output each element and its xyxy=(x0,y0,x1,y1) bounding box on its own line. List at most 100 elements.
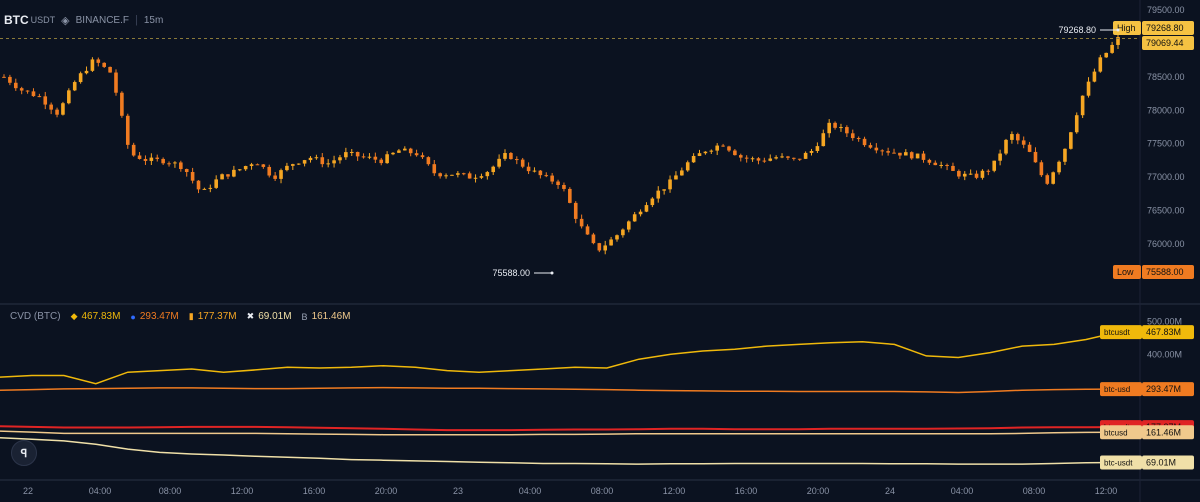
candle-body xyxy=(756,158,761,161)
cvd-name-tag: btc-usdt xyxy=(1104,459,1133,468)
candle-body xyxy=(1021,140,1026,145)
candle-body xyxy=(621,229,625,236)
cvd-value-tag-bg xyxy=(1142,325,1194,340)
candle-body xyxy=(962,173,967,177)
candle-body xyxy=(626,221,631,230)
candle-body xyxy=(839,127,843,129)
candle-body xyxy=(479,176,484,178)
candle-body xyxy=(414,153,419,156)
candle-body xyxy=(332,160,336,164)
cvd-value-tag: 293.47M xyxy=(1146,384,1181,394)
candle-body xyxy=(296,163,301,165)
candle-body xyxy=(49,104,53,110)
candle-body xyxy=(980,170,985,178)
candle-body xyxy=(709,150,714,152)
candle-body xyxy=(497,158,501,167)
candle-body xyxy=(780,156,784,158)
candle-body xyxy=(326,163,330,165)
candle-body xyxy=(509,153,513,160)
candle-body xyxy=(190,171,195,181)
high-callout-label: 79268.80 xyxy=(1058,25,1096,35)
candle-body xyxy=(179,162,183,170)
candle-body xyxy=(267,166,272,176)
candle-body xyxy=(951,165,955,171)
candle-body xyxy=(750,158,755,160)
candle-body xyxy=(391,152,395,155)
time-tick-label: 04:00 xyxy=(89,486,112,496)
candle-body xyxy=(1063,148,1067,162)
candle-body xyxy=(615,235,619,240)
cvd-name-tag-bg xyxy=(1100,425,1142,440)
candle-body xyxy=(632,214,637,222)
candle-body xyxy=(149,157,154,161)
candle-body xyxy=(72,82,77,91)
symbol-header[interactable]: BTC USDT ◈ BINANCE.F | 15m xyxy=(4,13,163,27)
candle-body xyxy=(373,156,378,160)
cvd-line-btc-usdt xyxy=(0,436,1119,465)
candle-body xyxy=(196,180,201,190)
time-tick-label: 12:00 xyxy=(231,486,254,496)
candle-body xyxy=(13,82,18,89)
price-tags: High 79268.80 79069.44 Low 75588.00 79268.80 7… xyxy=(0,21,1194,470)
cvd-legend[interactable]: CVD (BTC) ◆ 467.83M ● 293.47M ▮ 177.37M … xyxy=(10,311,350,322)
candle-body xyxy=(568,188,572,203)
candle-body xyxy=(285,165,289,171)
low-label-tag-bg xyxy=(1113,265,1141,279)
high-value-tag: 79268.80 xyxy=(1146,23,1184,33)
time-tick-label: 16:00 xyxy=(303,486,326,496)
candle-body xyxy=(385,154,389,164)
candle-body xyxy=(886,151,890,153)
candle-body xyxy=(67,90,71,104)
candle-body xyxy=(184,169,189,172)
cvd-value: 69.01M xyxy=(258,311,292,322)
time-tick-label: 08:00 xyxy=(591,486,614,496)
candle-body xyxy=(1057,161,1061,173)
cvd-name-tag: btcusd xyxy=(1104,428,1128,437)
candle-body xyxy=(338,157,342,161)
candle-body xyxy=(43,96,48,105)
candle-body xyxy=(591,234,596,244)
binance-icon: ◆ xyxy=(70,311,78,321)
candle-body xyxy=(355,151,360,157)
candle-body xyxy=(668,179,672,190)
candle-body xyxy=(809,151,814,153)
candle-body xyxy=(1010,134,1014,140)
okx-icon: ✖ xyxy=(246,311,255,321)
cvd-line-btc-usd xyxy=(0,386,1119,394)
candle-body xyxy=(456,173,460,175)
time-tick-label: 08:00 xyxy=(159,486,182,496)
candle-body xyxy=(467,173,472,179)
candle-body xyxy=(1039,162,1044,176)
candle-body xyxy=(597,243,602,251)
candle-body xyxy=(61,103,65,115)
candle-body xyxy=(90,59,95,71)
candle-body xyxy=(727,146,731,151)
candle-body xyxy=(131,144,136,156)
candle-body xyxy=(237,169,242,171)
candle-body xyxy=(856,138,861,140)
cvd-line-btcusdt xyxy=(0,425,1119,432)
candle-body xyxy=(921,153,926,160)
cvd-tick-label: 400.00M xyxy=(1147,349,1182,359)
candle-body xyxy=(137,155,142,159)
time-tick-label: 23 xyxy=(453,486,463,496)
cvd-name-tag-bg xyxy=(1100,382,1142,397)
time-tick-label: 20:00 xyxy=(807,486,830,496)
candle-body xyxy=(473,177,478,179)
candle-body xyxy=(102,62,107,67)
timeframe-label[interactable]: 15m xyxy=(143,14,164,26)
candle-body xyxy=(432,164,437,174)
coinbase-icon: ● xyxy=(130,311,136,322)
app-logo[interactable]: ꟼ xyxy=(11,440,37,466)
candle-body xyxy=(827,122,831,134)
candle-body xyxy=(738,155,743,158)
candle-body xyxy=(55,109,59,115)
candle-body xyxy=(37,96,42,98)
candle-body xyxy=(986,170,991,172)
current-price-tag-bg xyxy=(1142,36,1194,50)
candle-body xyxy=(232,169,236,177)
candle-body xyxy=(968,173,973,175)
candle-body xyxy=(650,198,655,206)
candle-body xyxy=(992,160,997,171)
